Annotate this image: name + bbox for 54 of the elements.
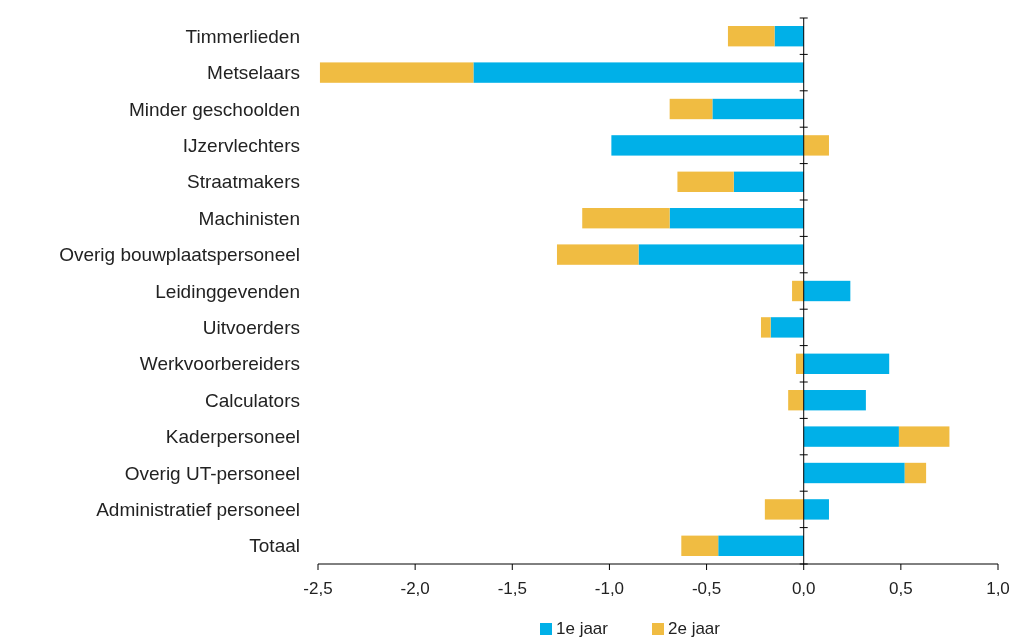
bar bbox=[803, 280, 851, 302]
bar bbox=[319, 62, 474, 83]
bar bbox=[803, 499, 829, 520]
bar bbox=[733, 171, 804, 192]
bar bbox=[681, 535, 719, 556]
bar bbox=[803, 135, 829, 156]
x-tick-label: -1,0 bbox=[594, 579, 625, 598]
y-tick-label: Minder geschoolden bbox=[128, 98, 300, 120]
legend-label: 2e jaar bbox=[668, 619, 721, 638]
bar bbox=[712, 98, 804, 120]
bar bbox=[582, 208, 670, 229]
x-tick-label: -0,5 bbox=[691, 579, 722, 598]
x-tick-label: 0,0 bbox=[791, 579, 816, 598]
x-tick-label: 1,0 bbox=[986, 579, 1010, 598]
legend-label: 1e jaar bbox=[556, 619, 609, 638]
y-tick-label: Totaal bbox=[249, 535, 300, 557]
bar bbox=[764, 499, 804, 520]
y-tick-label: Administratief personeel bbox=[96, 499, 300, 521]
bar bbox=[803, 390, 866, 411]
y-tick-label: Calculators bbox=[204, 389, 300, 411]
bar bbox=[718, 535, 804, 556]
bar bbox=[638, 244, 804, 265]
bar bbox=[803, 462, 905, 484]
bar bbox=[770, 317, 804, 338]
x-tick-label: 0,5 bbox=[889, 579, 913, 598]
bar bbox=[792, 280, 804, 302]
y-tick-label: Metselaars bbox=[207, 62, 300, 84]
y-tick-label: Werkvoorbereiders bbox=[139, 353, 300, 375]
y-tick-label: Kaderpersoneel bbox=[165, 426, 300, 448]
bar bbox=[669, 208, 804, 229]
x-tick-label: -2,0 bbox=[400, 579, 430, 598]
bar bbox=[677, 171, 734, 192]
y-tick-label: Overig UT-personeel bbox=[124, 462, 300, 484]
y-tick-label: Uitvoerders bbox=[202, 317, 300, 339]
bar bbox=[556, 244, 639, 265]
bar bbox=[774, 26, 804, 47]
x-tick-label: -1,5 bbox=[497, 579, 527, 598]
bar bbox=[760, 317, 771, 338]
bar bbox=[803, 426, 899, 447]
y-tick-label: Leidinggevenden bbox=[155, 280, 300, 302]
x-tick-label: -2,5 bbox=[303, 579, 333, 598]
bar bbox=[788, 390, 804, 411]
bar bbox=[611, 135, 804, 156]
bar bbox=[727, 26, 775, 47]
y-tick-label: Overig bouwplaatspersoneel bbox=[59, 244, 300, 266]
bar bbox=[803, 353, 890, 374]
bar bbox=[473, 62, 804, 83]
y-tick-label: Timmerlieden bbox=[185, 25, 300, 47]
bar bbox=[898, 426, 950, 447]
y-tick-label: IJzervlechters bbox=[182, 135, 300, 157]
bar bbox=[904, 462, 927, 484]
y-tick-label: Straatmakers bbox=[187, 171, 300, 193]
bar bbox=[669, 98, 713, 120]
y-tick-label: Machinisten bbox=[198, 207, 300, 229]
